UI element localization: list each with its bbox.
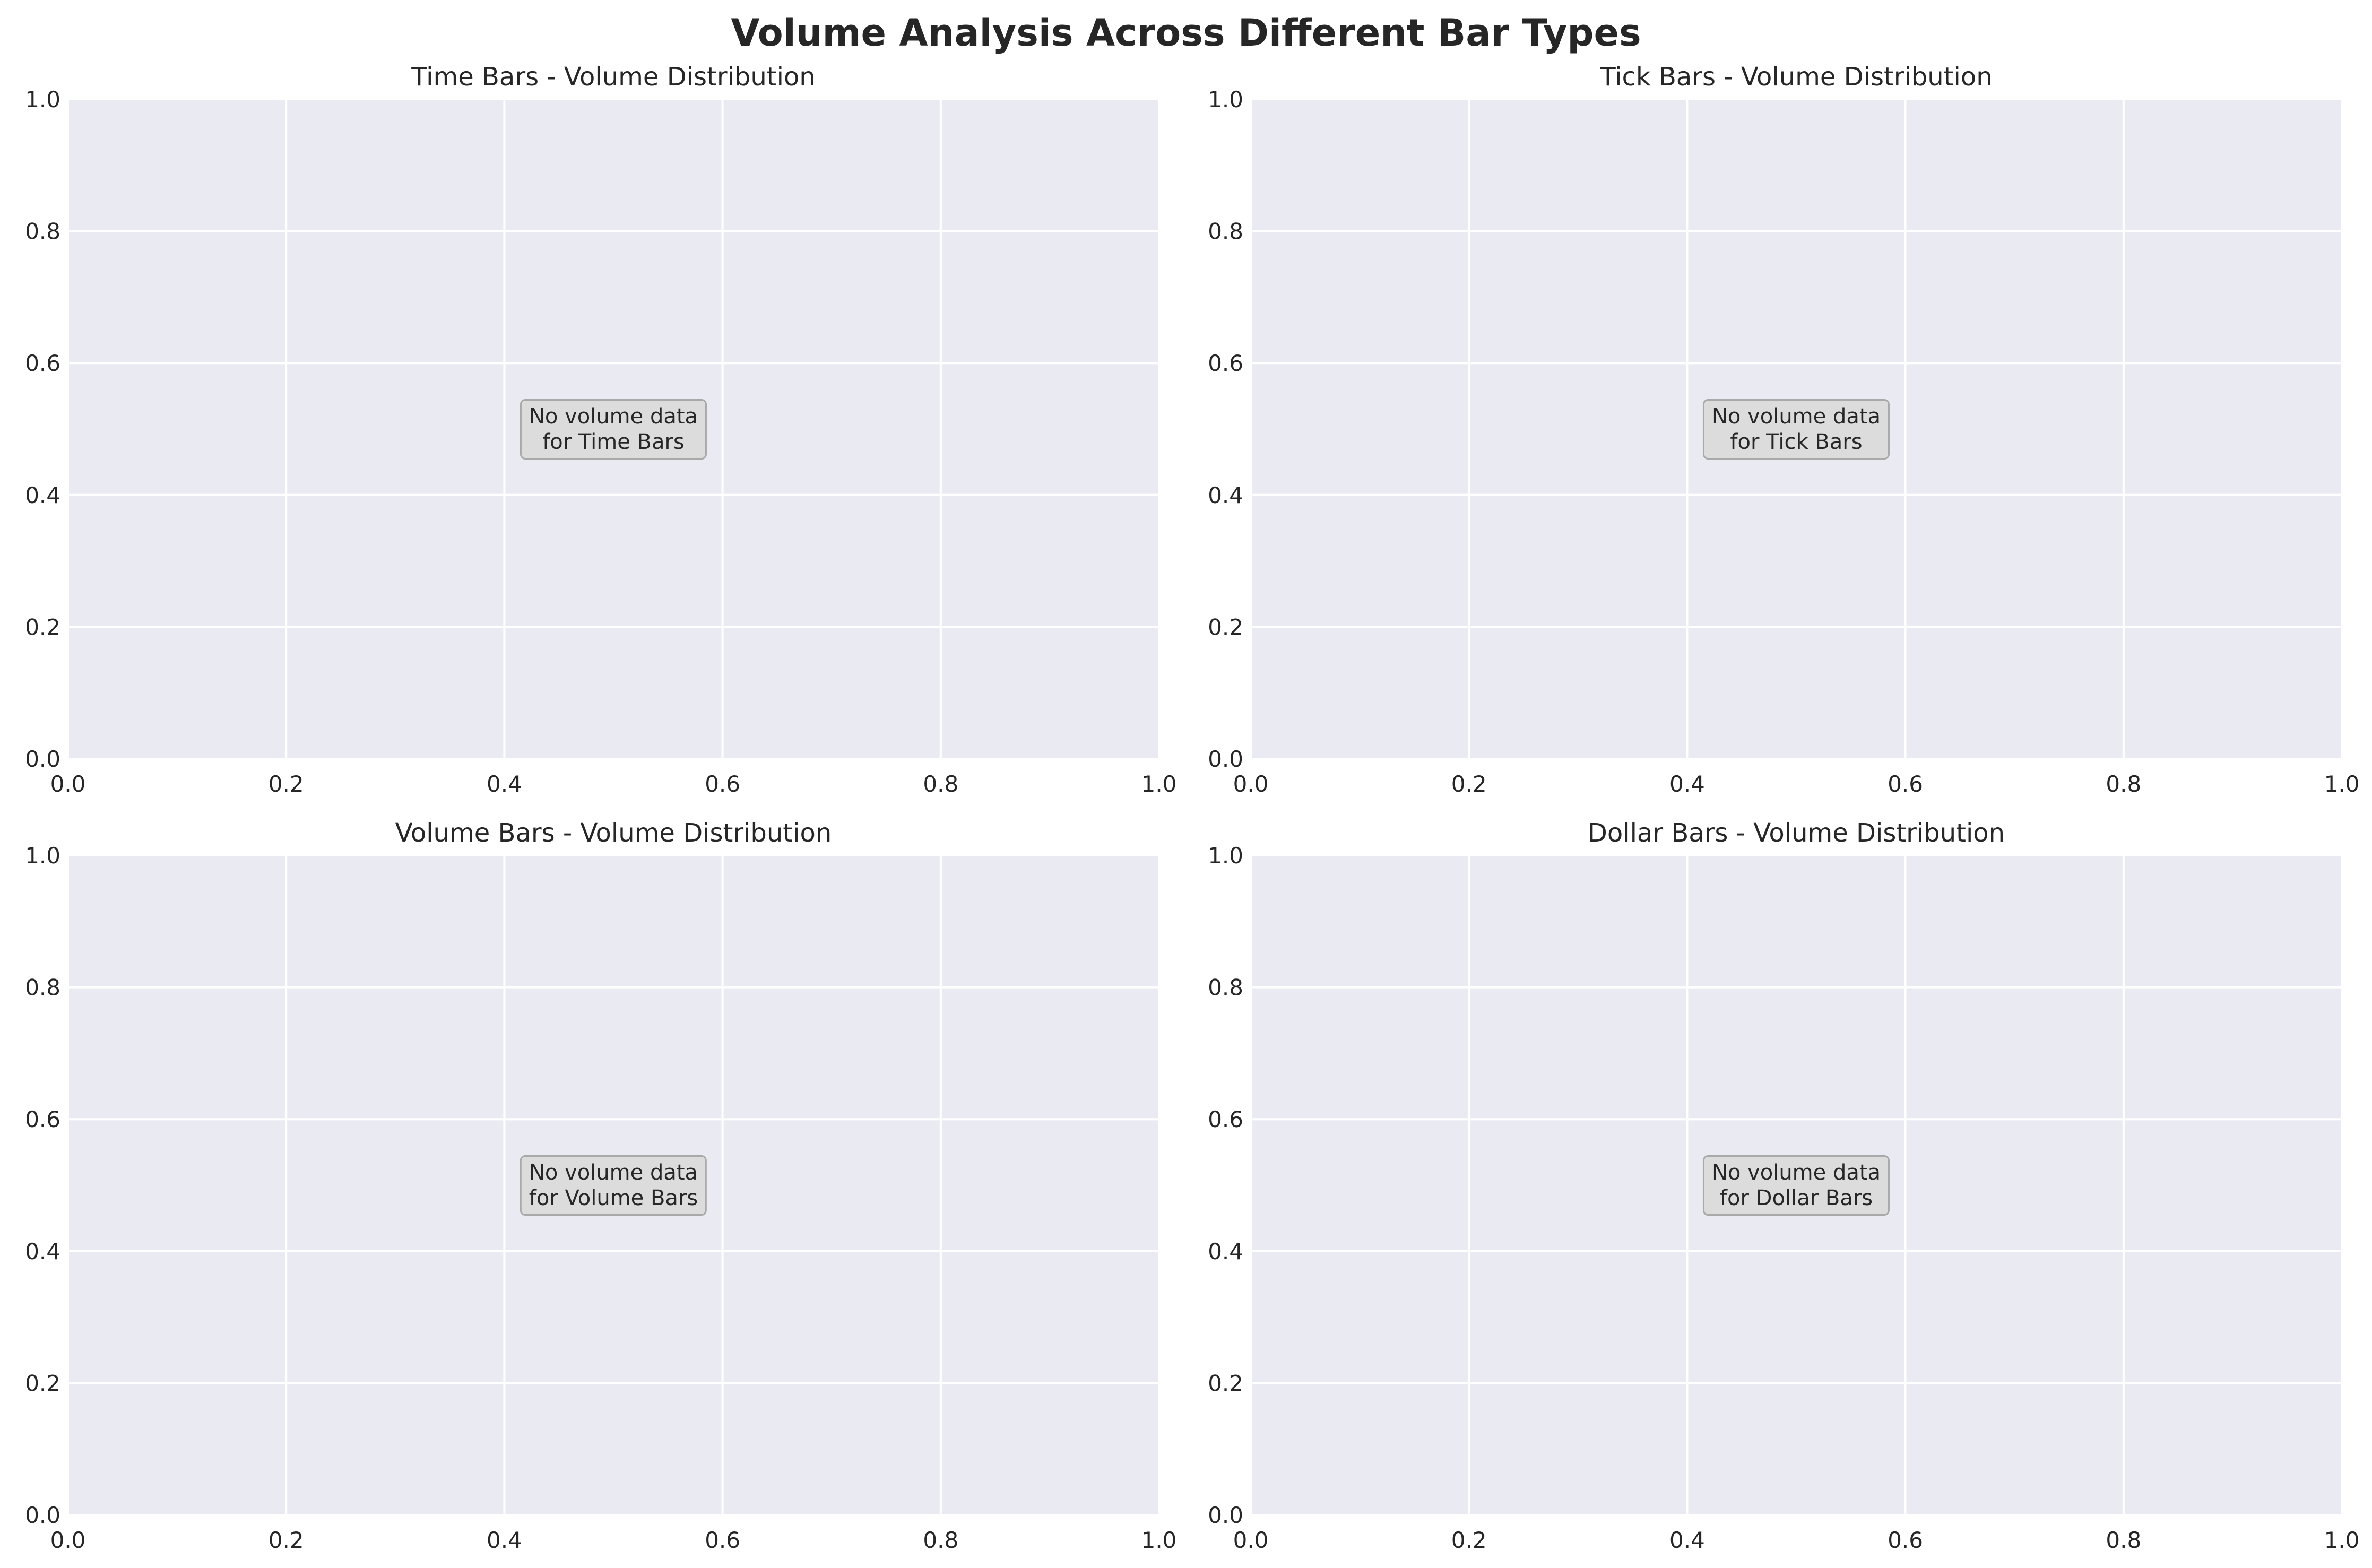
x-tick-label: 0.0 bbox=[50, 771, 86, 797]
x-tick-label: 0.8 bbox=[923, 771, 958, 797]
y-tick-label: 0.2 bbox=[25, 1370, 60, 1396]
subplot-title: Tick Bars - Volume Distribution bbox=[1600, 62, 1993, 92]
x-tick-label: 0.2 bbox=[269, 771, 304, 797]
y-tick-label: 0.6 bbox=[25, 350, 60, 376]
no-data-annotation: No volume data for Dollar Bars bbox=[1702, 1155, 1890, 1216]
y-tick-label: 0.0 bbox=[25, 1502, 60, 1528]
x-tick-label: 0.2 bbox=[1451, 1527, 1487, 1553]
x-tick-label: 0.8 bbox=[2106, 771, 2141, 797]
y-tick-label: 1.0 bbox=[25, 843, 60, 869]
x-tick-label: 0.0 bbox=[50, 1527, 86, 1553]
x-tick-label: 0.0 bbox=[1233, 1527, 1269, 1553]
y-tick-label: 0.0 bbox=[1208, 746, 1243, 772]
subplot-title: Time Bars - Volume Distribution bbox=[411, 62, 816, 92]
x-tick-label: 0.4 bbox=[1669, 1527, 1705, 1553]
x-tick-label: 1.0 bbox=[1141, 771, 1177, 797]
y-tick-label: 1.0 bbox=[1208, 843, 1243, 869]
y-tick-label: 1.0 bbox=[1208, 86, 1243, 112]
y-tick-label: 0.2 bbox=[1208, 1370, 1243, 1396]
x-tick-label: 0.4 bbox=[1669, 771, 1705, 797]
x-tick-label: 0.2 bbox=[269, 1527, 304, 1553]
y-tick-label: 0.2 bbox=[1208, 614, 1243, 640]
no-data-annotation: No volume data for Volume Bars bbox=[520, 1155, 707, 1216]
y-tick-label: 0.4 bbox=[1208, 482, 1243, 508]
y-tick-label: 0.4 bbox=[1208, 1238, 1243, 1264]
y-tick-label: 0.0 bbox=[25, 746, 60, 772]
y-tick-label: 0.6 bbox=[1208, 350, 1243, 376]
y-tick-label: 0.4 bbox=[25, 1238, 60, 1264]
y-tick-label: 0.8 bbox=[25, 975, 60, 1001]
subplot-title: Dollar Bars - Volume Distribution bbox=[1587, 818, 2005, 848]
x-tick-label: 0.2 bbox=[1451, 771, 1487, 797]
figure-title: Volume Analysis Across Different Bar Typ… bbox=[731, 11, 1641, 55]
x-tick-label: 0.8 bbox=[923, 1527, 958, 1553]
x-tick-label: 1.0 bbox=[2324, 1527, 2360, 1553]
y-tick-label: 0.8 bbox=[1208, 219, 1243, 245]
subplot-title: Volume Bars - Volume Distribution bbox=[395, 818, 832, 848]
x-tick-label: 0.6 bbox=[1888, 1527, 1923, 1553]
y-tick-label: 1.0 bbox=[25, 86, 60, 112]
x-tick-label: 0.4 bbox=[487, 1527, 522, 1553]
y-tick-label: 0.8 bbox=[1208, 975, 1243, 1001]
y-tick-label: 0.0 bbox=[1208, 1502, 1243, 1528]
x-tick-label: 1.0 bbox=[1141, 1527, 1177, 1553]
x-tick-label: 0.6 bbox=[1888, 771, 1923, 797]
y-tick-label: 0.4 bbox=[25, 482, 60, 508]
no-data-annotation: No volume data for Time Bars bbox=[520, 399, 707, 460]
y-tick-label: 0.2 bbox=[25, 614, 60, 640]
x-tick-label: 0.4 bbox=[487, 771, 522, 797]
x-tick-label: 0.0 bbox=[1233, 771, 1269, 797]
y-tick-label: 0.8 bbox=[25, 219, 60, 245]
no-data-annotation: No volume data for Tick Bars bbox=[1702, 399, 1890, 460]
x-tick-label: 0.6 bbox=[705, 771, 740, 797]
y-tick-label: 0.6 bbox=[25, 1106, 60, 1132]
y-tick-label: 0.6 bbox=[1208, 1106, 1243, 1132]
x-tick-label: 1.0 bbox=[2324, 771, 2360, 797]
x-tick-label: 0.8 bbox=[2106, 1527, 2141, 1553]
subplot-axes: 0.0 0.2 0.4 0.6 0.8 1.0 0.0 0.2 0.4 0.6 0.8 1.0 bbox=[25, 843, 1176, 1553]
x-tick-label: 0.6 bbox=[705, 1527, 740, 1553]
